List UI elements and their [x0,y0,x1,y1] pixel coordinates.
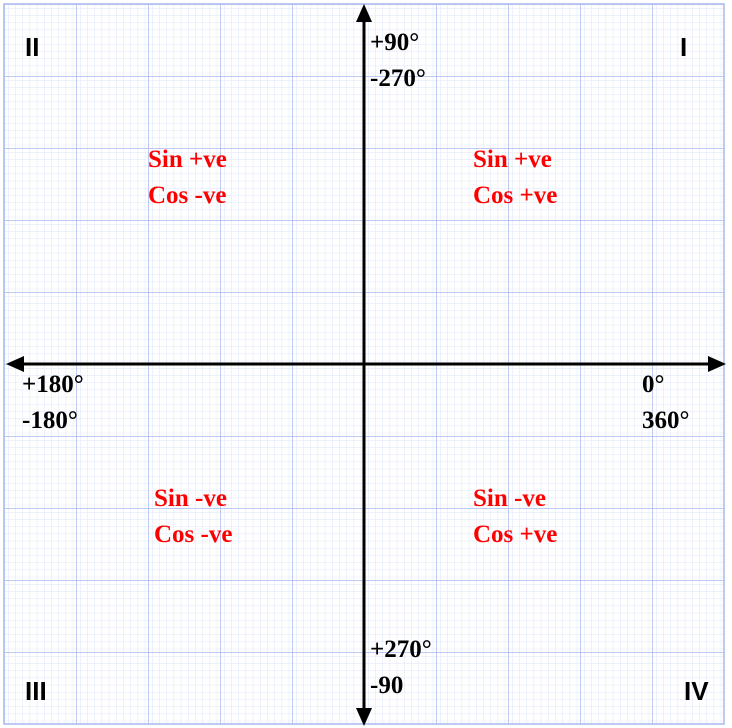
left-arrow-icon [6,356,24,372]
top-angle-labels: +90° -270° [370,25,426,97]
cos-sign: Cos -ve [148,182,227,209]
quadrant-i-label: I [680,32,688,62]
quadrant-ii-label: II [25,32,40,62]
quadrant-iii-label: III [25,676,47,706]
cos-sign: Cos +ve [473,182,558,209]
quadrant-iii-signs: Sin -ve Cos -ve [154,481,232,553]
angle-label: 0° [642,371,665,398]
y-axis [356,4,372,726]
quadrant-iv-label: IV [684,676,709,706]
down-arrow-icon [356,708,372,726]
cos-sign: Cos -ve [154,521,233,548]
bottom-angle-labels: +270° -90 [370,632,432,704]
right-arrow-icon [708,356,726,372]
sin-sign: Sin +ve [473,146,552,173]
up-arrow-icon [356,4,372,22]
angle-label: +270° [370,636,432,663]
angle-label: 360° [642,407,690,434]
angle-label: +90° [370,29,420,56]
angle-label: +180° [22,371,84,398]
quadrant-iv-signs: Sin -ve Cos +ve [473,481,557,553]
left-angle-labels: +180° -180° [22,367,84,439]
cos-sign: Cos +ve [473,521,558,548]
right-angle-labels: 0° 360° [642,367,690,439]
sin-sign: Sin -ve [473,485,546,512]
quadrant-i-signs: Sin +ve Cos +ve [473,142,557,214]
quadrant-ii-signs: Sin +ve Cos -ve [148,142,227,214]
angle-label: -180° [22,407,78,434]
angle-label: -270° [370,65,426,92]
sin-sign: Sin -ve [154,485,227,512]
sin-sign: Sin +ve [148,146,227,173]
angle-label: -90 [370,672,404,699]
